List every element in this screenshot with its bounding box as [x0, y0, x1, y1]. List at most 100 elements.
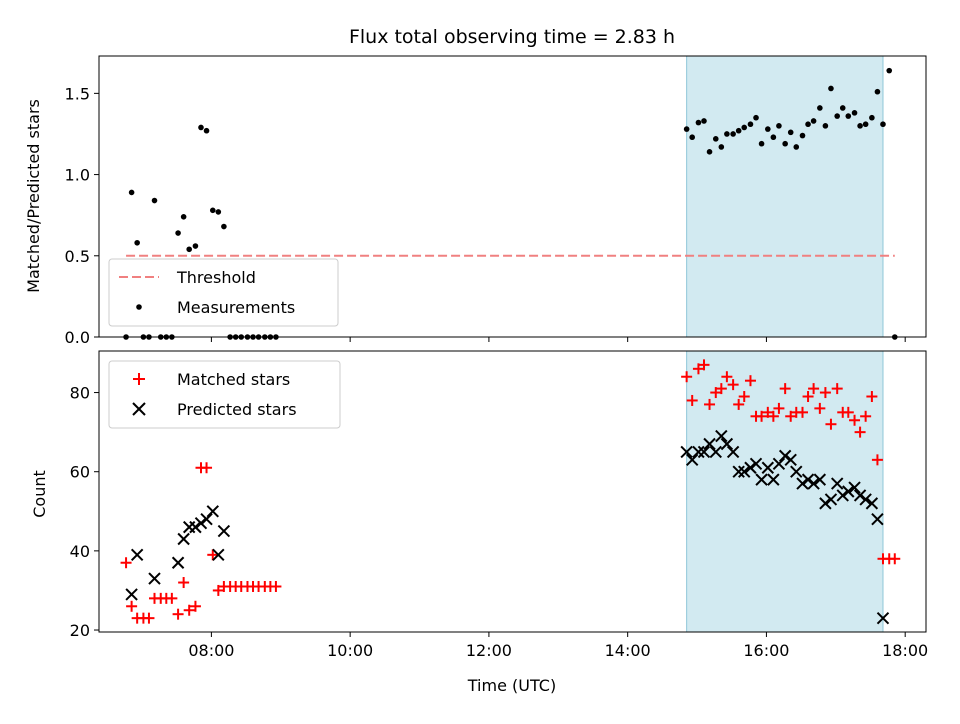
measurement-point — [151, 197, 158, 204]
predicted-star-point — [767, 473, 780, 486]
matched-star-point — [860, 410, 872, 422]
matched-star-point — [756, 410, 768, 422]
matched-star-point — [270, 580, 282, 592]
predicted-star-point — [813, 473, 827, 486]
matched-star-point — [779, 383, 791, 395]
predicted-star-point — [853, 489, 867, 502]
predicted-star-point — [824, 493, 838, 506]
ratio-shaded-region — [686, 55, 884, 338]
predicted-star-point — [859, 493, 872, 506]
predicted-star-point — [772, 457, 786, 471]
predicted-star-point — [680, 445, 693, 459]
matched-star-point — [727, 379, 739, 391]
measurement-point — [810, 118, 817, 124]
predicted-star-point — [726, 445, 740, 459]
count-plot-frame — [98, 350, 927, 633]
measurement-point — [886, 67, 893, 74]
predicted-star-point — [703, 437, 716, 451]
measurement-point — [134, 239, 140, 246]
predicted-star-point — [212, 548, 225, 562]
measurement-point — [862, 121, 869, 128]
predicted-star-point — [778, 449, 792, 463]
measurement-point — [706, 149, 713, 155]
x-tick-label: 14:00 — [605, 641, 651, 660]
y-tick-label: 0.0 — [65, 328, 90, 347]
ratio-panel: 0.0 0.5 1.0 1.5 Matched/Predicted stars Thr… — [24, 55, 927, 347]
x-tick-label: 16:00 — [743, 641, 789, 660]
matched-star-point — [773, 402, 785, 414]
predicted-star-point — [871, 512, 884, 526]
predicted-star-point — [848, 481, 861, 494]
predicted-star-point — [755, 473, 768, 486]
matched-star-point — [178, 577, 190, 589]
ratio-legend-box — [108, 258, 339, 327]
x-axis-label: Time (UTC) — [467, 676, 556, 695]
predicted-star-point — [148, 572, 161, 585]
predicted-star-point — [744, 461, 757, 474]
matched-star-point — [825, 418, 837, 430]
matched-star-point — [681, 371, 693, 383]
predicted-star-point — [715, 429, 728, 443]
measurement-point — [209, 207, 216, 214]
matched-star-point — [692, 363, 704, 375]
matched-star-point — [698, 359, 710, 371]
predicted-star-point — [200, 512, 213, 526]
x-tick-label: 08:00 — [188, 641, 234, 660]
matched-star-point — [831, 383, 843, 395]
measurement-point — [770, 134, 777, 141]
predicted-star-point — [801, 473, 815, 486]
measurement-point — [817, 105, 823, 111]
measurement-point — [874, 88, 881, 95]
predicted-star-point — [125, 588, 138, 601]
predicted-star-point — [865, 497, 879, 510]
x-tick-label: 12:00 — [466, 641, 512, 660]
measurement-point — [799, 132, 806, 139]
measurement-point — [793, 144, 800, 150]
y-tick-label: 1.5 — [65, 84, 90, 103]
measurement-point — [701, 118, 707, 124]
measurement-point — [198, 124, 204, 131]
measurement-point — [869, 114, 875, 121]
matched-star-point — [126, 600, 138, 612]
measurement-point — [730, 131, 736, 137]
matched-star-point — [704, 398, 716, 410]
y-tick-label: 80 — [70, 384, 90, 403]
predicted-star-point — [830, 477, 844, 490]
matched-star-point — [721, 371, 733, 383]
y-tick-label: 40 — [70, 542, 90, 561]
matched-star-point — [767, 410, 779, 422]
predicted-star-point — [784, 453, 797, 467]
measurement-point — [128, 189, 135, 196]
measurement-point — [203, 127, 210, 134]
predicted-star-point — [217, 524, 231, 538]
measurement-point — [695, 119, 702, 126]
y-tick-label: 1.0 — [65, 166, 90, 185]
measurement-point — [747, 121, 754, 128]
predicted-star-point — [685, 453, 699, 467]
predicted-star-point — [697, 445, 711, 459]
ratio-plot-frame — [98, 55, 927, 338]
predicted-star-point — [819, 497, 832, 510]
predicted-star-point — [749, 457, 763, 471]
matched-star-point — [785, 410, 797, 422]
measurement-point — [186, 246, 192, 253]
predicted-star-point — [692, 445, 705, 459]
measurement-point — [724, 131, 730, 137]
count-y-axis-label: Count — [30, 470, 49, 518]
x-tick-label: 18:00 — [882, 641, 928, 660]
matched-star-point — [802, 391, 814, 403]
measurement-point — [683, 126, 690, 132]
predicted-star-point — [194, 516, 208, 530]
matched-star-point — [842, 406, 854, 418]
matched-star-point — [738, 391, 750, 403]
measurement-point — [712, 136, 719, 142]
predicted-star-point — [842, 485, 855, 498]
matched-star-point — [797, 406, 809, 418]
y-tick-label: 60 — [70, 463, 90, 482]
count-legend: Matched stars Predicted stars — [108, 360, 341, 429]
matched-star-point — [143, 612, 155, 624]
matched-star-point — [866, 391, 878, 403]
predicted-star-point — [720, 437, 734, 451]
